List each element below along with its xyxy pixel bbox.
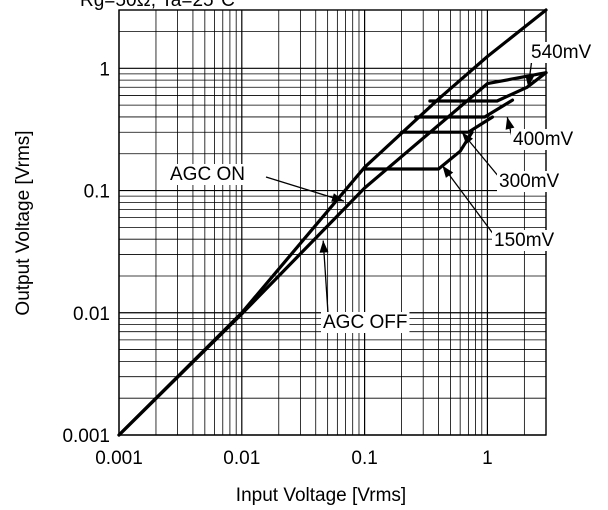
x-tick-label: 0.001 xyxy=(95,448,143,469)
annotation-arrowhead xyxy=(319,240,329,253)
x-tick-labels: 0.001 0.01 0.1 1 xyxy=(95,448,492,469)
series-line-540mv xyxy=(428,71,548,103)
annotation-label-bg xyxy=(168,164,247,185)
x-tick-label: 0.01 xyxy=(223,448,260,469)
annotation-label-bg xyxy=(497,171,562,192)
annotation-label: 300mV xyxy=(499,171,560,192)
annotation-arrow xyxy=(265,176,345,202)
series-line-300mv xyxy=(400,115,495,134)
annotation-labels: AGC ON AGC OFF 540mV 400mV 300mV 150mV xyxy=(168,42,594,333)
annotation-arrows xyxy=(265,50,535,314)
x-axis-title: Input Voltage [Vrms] xyxy=(236,485,406,506)
annotation-label-bg xyxy=(321,312,410,333)
annotation-label-bg xyxy=(511,129,576,150)
x-tick-label: 0.1 xyxy=(351,448,377,469)
annotation-label: 400mV xyxy=(513,129,574,150)
annotation-arrowhead xyxy=(442,165,454,178)
series-line-agc-off xyxy=(117,71,548,437)
annotation-arrowhead xyxy=(331,193,344,202)
annotation-label: AGC OFF xyxy=(323,312,407,333)
chart-title: Rg=50Ω, Ta=25°C xyxy=(80,0,235,11)
annotation-label: 150mV xyxy=(494,230,555,251)
y-tick-label: 0.01 xyxy=(73,304,110,325)
annotation-arrowhead xyxy=(525,74,535,88)
y-axis-title: Output Voltage [Vrms] xyxy=(13,130,34,315)
annotation-label: 540mV xyxy=(531,42,592,63)
annotation-label-bg xyxy=(529,42,594,63)
annotation-arrow xyxy=(441,165,495,236)
y-tick-label: 1 xyxy=(99,59,110,80)
series-layer xyxy=(117,8,548,437)
series-line-400mv xyxy=(414,98,515,119)
y-tick-labels: 0.001 0.01 0.1 1 xyxy=(62,59,110,447)
annotation-arrow xyxy=(322,240,329,314)
annotation-arrowhead xyxy=(461,132,473,145)
plot-frame xyxy=(118,9,547,436)
annotation-label-bg xyxy=(492,230,557,251)
y-tick-label: 0.1 xyxy=(84,182,110,203)
annotation-label: AGC ON xyxy=(170,164,245,185)
x-tick-label: 1 xyxy=(482,448,493,469)
annotation-arrowhead xyxy=(505,117,515,130)
grid xyxy=(118,9,547,436)
y-tick-label: 0.001 xyxy=(62,426,110,447)
